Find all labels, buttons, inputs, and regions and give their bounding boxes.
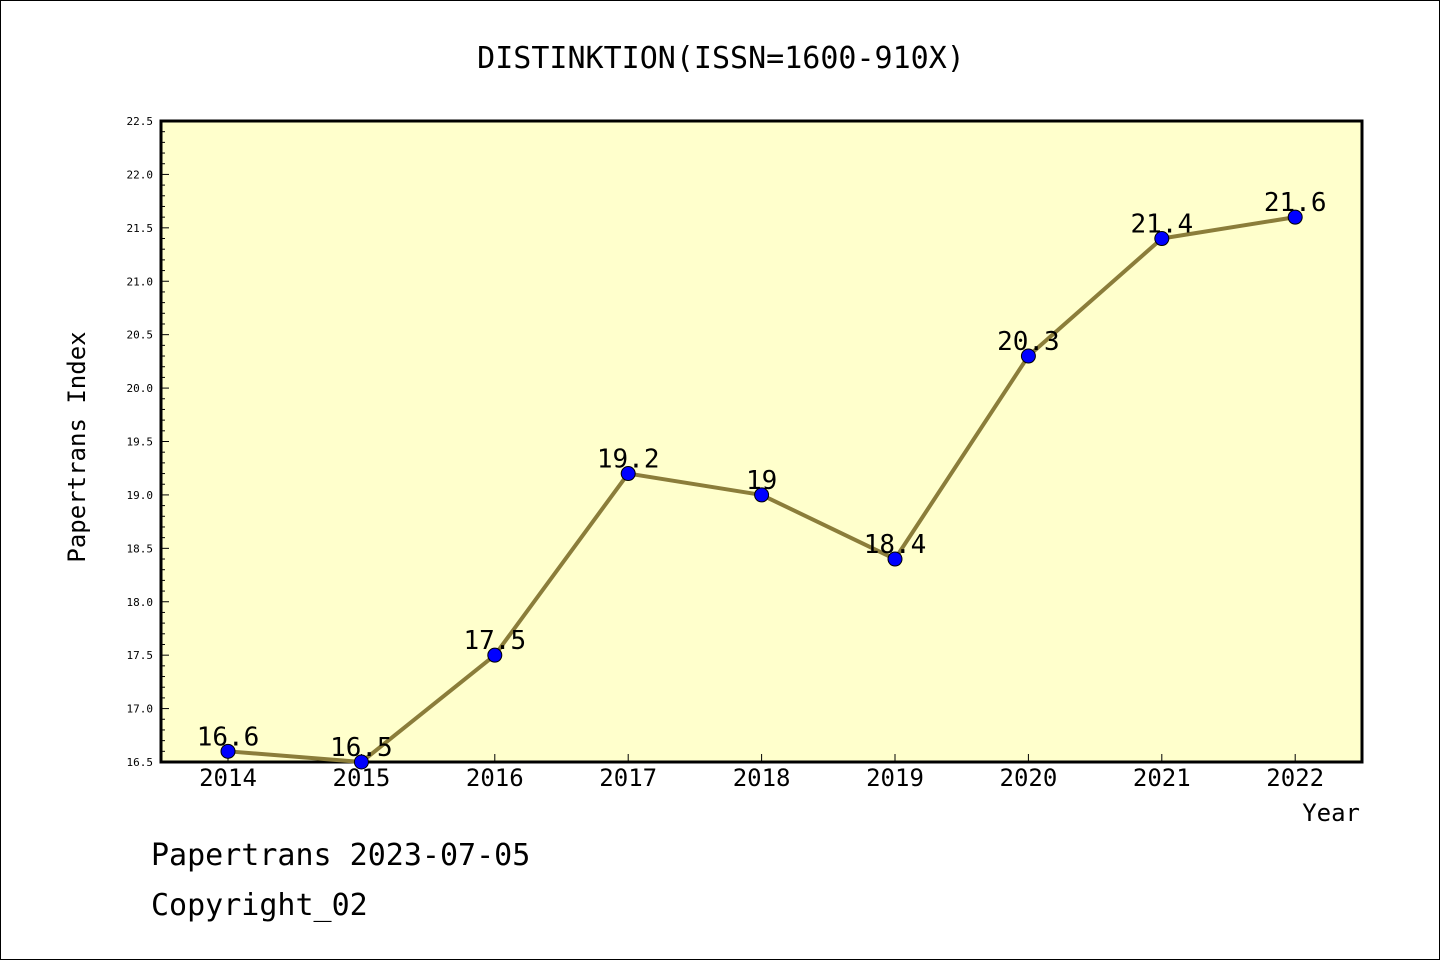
y-axis: 16.5 17.0 17.5 18.0 18.5 19.0 19.5 20.0 20.5 21.0… bbox=[127, 115, 169, 769]
data-point bbox=[1020, 348, 1036, 364]
data-point bbox=[754, 487, 770, 503]
x-tick-label: 2017 bbox=[599, 764, 657, 792]
data-point bbox=[1154, 231, 1170, 247]
x-tick-label: 2019 bbox=[866, 764, 924, 792]
x-axis: 2014 2015 2016 2017 2018 2019 2020 2021 2022 bbox=[199, 754, 1324, 792]
data-label: 17.5 bbox=[463, 626, 526, 656]
x-tick-label: 2021 bbox=[1133, 764, 1191, 792]
y-tick-label: 18.0 bbox=[127, 596, 154, 609]
y-tick-label: 19.5 bbox=[127, 436, 154, 449]
footer-copyright: Copyright_02 bbox=[151, 888, 368, 923]
data-point bbox=[487, 647, 503, 663]
data-label: 21.6 bbox=[1264, 188, 1327, 218]
data-point bbox=[1287, 209, 1303, 225]
y-tick-label: 19.0 bbox=[127, 489, 154, 502]
data-point bbox=[353, 754, 369, 770]
data-label: 18.4 bbox=[864, 530, 927, 560]
x-tick-label: 2016 bbox=[466, 764, 524, 792]
y-tick-label: 21.0 bbox=[127, 275, 154, 288]
data-label: 21.4 bbox=[1130, 210, 1193, 240]
data-point bbox=[220, 743, 236, 759]
y-tick-label: 17.0 bbox=[127, 703, 154, 716]
y-axis-label: Papertrans Index bbox=[63, 331, 91, 562]
data-label: 19.2 bbox=[597, 445, 660, 475]
x-axis-label: Year bbox=[1302, 799, 1360, 827]
x-tick-label: 2018 bbox=[733, 764, 791, 792]
y-tick-label: 20.0 bbox=[127, 382, 154, 395]
series: 16.6 16.5 17.5 19.2 19 18.4 20.3 21.4 21.6 bbox=[197, 188, 1327, 770]
footer-date: Papertrans 2023-07-05 bbox=[151, 838, 530, 873]
y-tick-label: 20.5 bbox=[127, 329, 154, 342]
y-tick-label: 22.0 bbox=[127, 168, 154, 181]
y-tick-label: 22.5 bbox=[127, 115, 154, 128]
y-tick-label: 21.5 bbox=[127, 222, 154, 235]
data-label: 16.6 bbox=[197, 722, 260, 752]
data-label: 20.3 bbox=[997, 327, 1060, 357]
x-tick-label: 2022 bbox=[1266, 764, 1324, 792]
plot-area bbox=[159, 119, 1364, 764]
x-tick-label: 2014 bbox=[199, 764, 257, 792]
x-tick-label: 2020 bbox=[1000, 764, 1058, 792]
chart-title: DISTINKTION(ISSN=1600-910X) bbox=[477, 41, 965, 76]
data-label: 19 bbox=[746, 466, 777, 496]
y-tick-label: 18.5 bbox=[127, 542, 154, 555]
y-tick-label: 16.5 bbox=[127, 756, 154, 769]
data-point bbox=[620, 466, 636, 482]
y-tick-label: 17.5 bbox=[127, 649, 154, 662]
data-label: 16.5 bbox=[330, 733, 393, 763]
data-point bbox=[887, 551, 903, 567]
